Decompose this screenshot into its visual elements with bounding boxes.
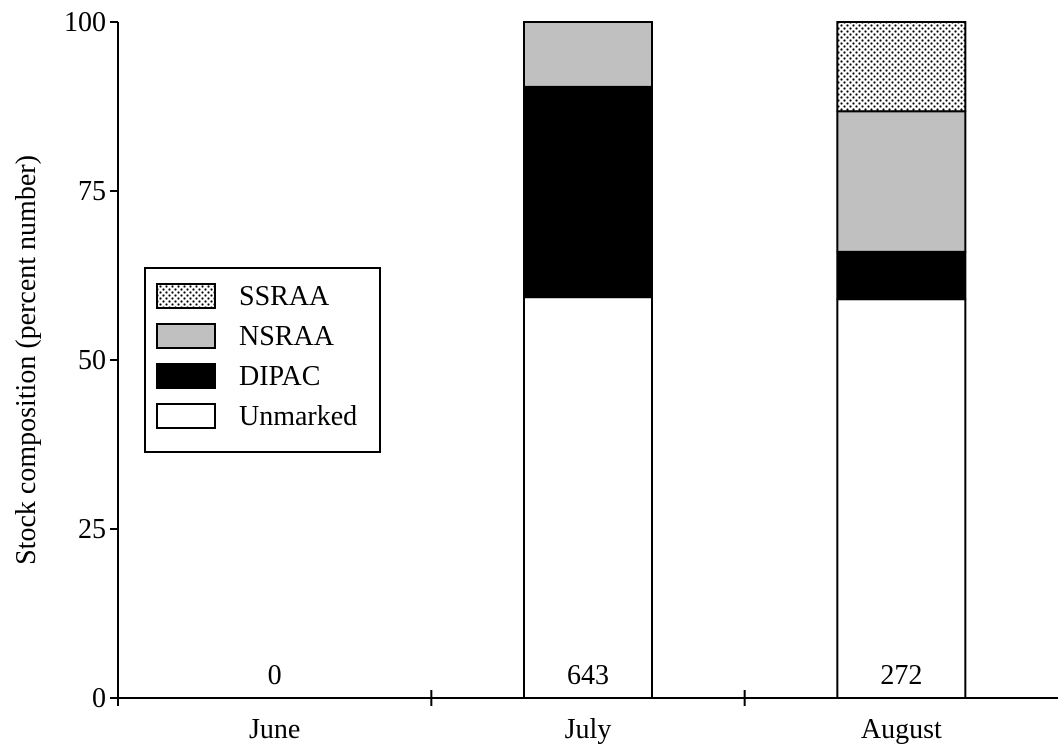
y-tick-label: 100: [64, 7, 106, 38]
legend-label-dipac: DIPAC: [239, 361, 320, 392]
y-tick-label: 25: [78, 514, 106, 545]
sample-size-label: 0: [268, 660, 282, 691]
legend-label-ssraa: SSRAA: [239, 281, 330, 312]
y-tick-label: 0: [92, 683, 106, 714]
sample-size-label: 643: [567, 660, 609, 691]
bar-segment-dipac: [836, 250, 967, 301]
bar-segment-dipac: [523, 85, 653, 299]
y-tick-label: 75: [78, 176, 106, 207]
x-category-label: June: [249, 714, 300, 745]
bars: [523, 21, 967, 699]
labels: 0 25 50 75 100 June 0 July 643 August 272: [64, 7, 942, 745]
bar-segment-nsraa: [836, 110, 967, 253]
bar-segment-unmarked: [523, 296, 653, 699]
sample-size-label: 272: [880, 660, 922, 691]
bar-segment-nsraa: [523, 21, 653, 88]
legend-label-unmarked: Unmarked: [239, 401, 357, 432]
legend-label-nsraa: NSRAA: [239, 321, 335, 352]
x-category-label: August: [861, 714, 942, 745]
y-tick-label: 50: [78, 345, 106, 376]
x-category-label: July: [565, 714, 612, 745]
bar-segment-unmarked: [836, 298, 967, 699]
legend-swatch-ssraa: [156, 283, 216, 309]
legend-swatch-nsraa: [156, 323, 216, 349]
legend-swatch-dipac: [156, 363, 216, 389]
bar-segment-ssraa: [836, 21, 967, 113]
legend-swatch-unmarked: [156, 403, 216, 429]
y-axis-label: Stock composition (percent number): [11, 155, 42, 565]
legend: SSRAA NSRAA DIPAC Unmarked: [144, 267, 381, 453]
